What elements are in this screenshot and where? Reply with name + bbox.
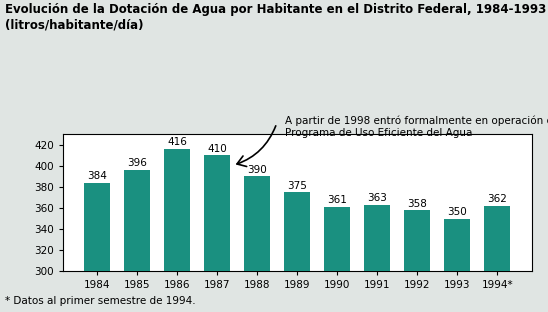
Text: 390: 390: [247, 165, 267, 175]
Bar: [244, 176, 270, 312]
Text: 362: 362: [487, 194, 507, 204]
Bar: [284, 192, 310, 312]
Text: * Datos al primer semestre de 1994.: * Datos al primer semestre de 1994.: [5, 296, 196, 306]
Bar: [124, 170, 150, 312]
Text: 350: 350: [447, 207, 467, 217]
Text: A partir de 1998 entró formalmente en operación el
Programa de Uso Eficiente del: A partir de 1998 entró formalmente en op…: [285, 115, 548, 138]
Text: 375: 375: [287, 181, 307, 191]
Bar: [484, 206, 510, 312]
Text: 410: 410: [208, 144, 227, 154]
Text: 361: 361: [327, 195, 347, 205]
Bar: [204, 155, 230, 312]
Text: 358: 358: [407, 199, 427, 209]
Text: Evolución de la Dotación de Agua por Habitante en el Distrito Federal, 1984-1993: Evolución de la Dotación de Agua por Hab…: [5, 3, 547, 31]
Text: 416: 416: [167, 137, 187, 147]
Text: 396: 396: [127, 158, 147, 168]
Bar: [404, 210, 430, 312]
Bar: [164, 149, 190, 312]
Bar: [364, 205, 390, 312]
Bar: [324, 207, 350, 312]
Bar: [444, 219, 470, 312]
Text: 363: 363: [367, 193, 387, 203]
Text: 384: 384: [87, 171, 107, 181]
Bar: [84, 183, 110, 312]
